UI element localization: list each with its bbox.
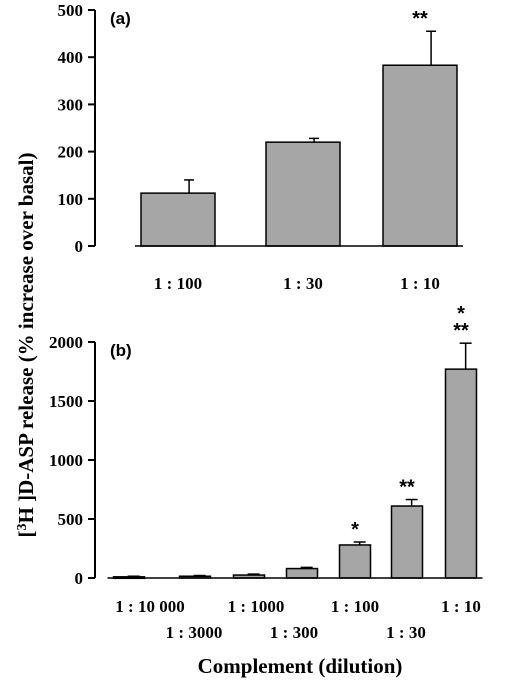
y-tick-label: 1000 (49, 451, 83, 470)
y-axis-title: [3H ]D-ASP release (% increase over basa… (14, 153, 38, 538)
category-label: 1 : 300 (270, 623, 318, 642)
y-tick-label: 1500 (49, 392, 83, 411)
bar (285, 567, 319, 579)
y-tick-label: 500 (58, 510, 84, 529)
y-axis-title-text: H ]D-ASP release (% increase over basal) (14, 153, 38, 524)
category-label: 1 : 100 (331, 597, 379, 616)
bar (338, 544, 372, 579)
category-label: 1 : 1000 (228, 597, 285, 616)
bar (390, 505, 424, 579)
y-axis-title-bracket: [ (14, 530, 38, 537)
y-tick-label: 500 (58, 1, 84, 20)
category-label: 1 : 10 (400, 274, 440, 293)
y-tick-label: 300 (58, 95, 84, 114)
panel-label: (b) (110, 341, 132, 360)
category-label: 1 : 30 (283, 274, 323, 293)
significance-mark: * (457, 303, 465, 325)
y-axis-title-superscript: 3 (15, 523, 30, 530)
panel-label: (a) (110, 9, 131, 28)
significance-mark: ** (412, 8, 428, 30)
y-tick-label: 200 (58, 143, 84, 162)
significance-mark: * (351, 519, 359, 541)
bar (444, 368, 478, 579)
category-label: 1 : 10 (441, 597, 481, 616)
category-label: 1 : 100 (154, 274, 202, 293)
bar (265, 141, 341, 247)
category-label: 1 : 10 000 (115, 597, 184, 616)
significance-mark: ** (453, 320, 469, 342)
y-tick-label: 0 (75, 237, 84, 256)
category-label: 1 : 30 (386, 623, 426, 642)
y-tick-label: 400 (58, 48, 84, 67)
x-axis-title: Complement (dilution) (198, 654, 403, 678)
bar (140, 192, 216, 247)
panel-a: 0 100 200 300 400 500 (a) ** 1 : 100 1 : 30 1 : 10 (58, 1, 463, 293)
y-tick-label: 100 (58, 190, 84, 209)
y-tick-label: 2000 (49, 333, 83, 352)
category-label: 1 : 3000 (166, 623, 223, 642)
significance-mark: ** (399, 477, 415, 499)
y-tick-label: 0 (75, 569, 84, 588)
bar (382, 64, 458, 247)
